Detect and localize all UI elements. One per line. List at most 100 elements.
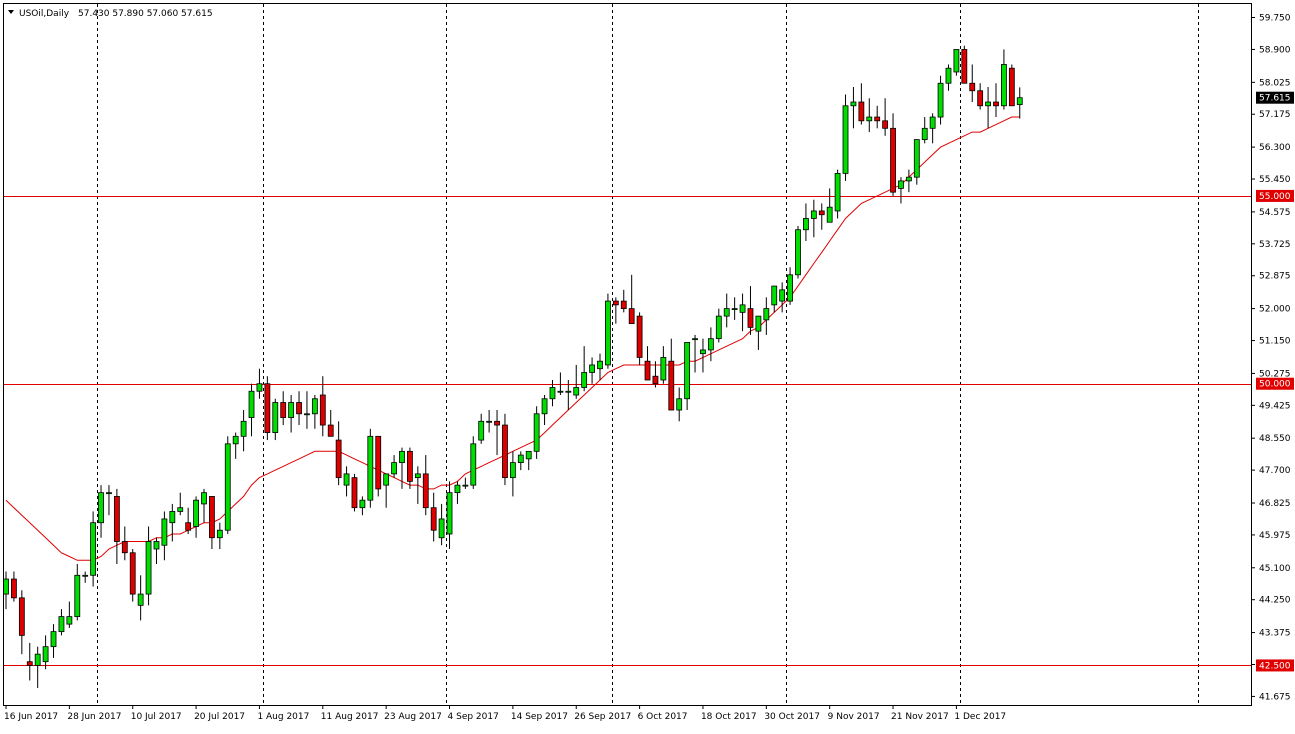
candle-bullish[interactable] <box>597 353 603 380</box>
candle-bullish[interactable] <box>557 372 564 395</box>
candle-bullish[interactable] <box>343 466 350 497</box>
candle-bearish[interactable] <box>26 642 33 681</box>
candle-bullish[interactable] <box>581 346 588 392</box>
candle-bullish[interactable] <box>739 293 746 332</box>
candle-bearish[interactable] <box>375 435 382 497</box>
candle-bearish[interactable] <box>668 338 675 411</box>
candle-bearish[interactable] <box>185 507 192 534</box>
candle-bearish[interactable] <box>969 64 976 103</box>
candle-bullish[interactable] <box>810 199 817 238</box>
candle-bullish[interactable] <box>201 488 207 523</box>
candle-bullish[interactable] <box>676 387 683 422</box>
candle-bullish[interactable] <box>660 346 667 384</box>
candle-bullish[interactable] <box>866 98 873 133</box>
candle-bullish[interactable] <box>731 297 738 320</box>
candle-bearish[interactable] <box>961 45 968 84</box>
candle-bullish[interactable] <box>795 225 801 279</box>
candle-bullish[interactable] <box>826 188 833 223</box>
candle-bullish[interactable] <box>605 293 611 369</box>
candle-bullish[interactable] <box>224 436 231 534</box>
candle-bearish[interactable] <box>209 496 215 549</box>
candle-bullish[interactable] <box>549 379 556 407</box>
candle-bullish[interactable] <box>486 410 493 433</box>
candle-bullish[interactable] <box>509 451 516 497</box>
candle-bullish[interactable] <box>462 477 469 489</box>
candle-bullish[interactable] <box>161 511 168 561</box>
candle-bullish[interactable] <box>755 315 762 350</box>
candle-bullish[interactable] <box>98 485 104 538</box>
candle-bearish[interactable] <box>18 590 25 655</box>
candle-bullish[interactable] <box>715 308 722 343</box>
candle-bullish[interactable] <box>771 285 778 313</box>
candle-bullish[interactable] <box>137 575 144 621</box>
candle-bullish[interactable] <box>359 496 366 516</box>
candle-bullish[interactable] <box>153 537 160 565</box>
candle-bearish[interactable] <box>335 421 342 486</box>
candle-bullish[interactable] <box>913 139 920 185</box>
candle-bullish[interactable] <box>779 282 786 313</box>
candle-bearish[interactable] <box>430 492 437 542</box>
candle-bullish[interactable] <box>921 117 928 144</box>
candle-bullish[interactable] <box>850 87 857 129</box>
candle-bullish[interactable] <box>565 379 572 411</box>
candle-bearish[interactable] <box>628 274 635 325</box>
candle-bearish[interactable] <box>644 346 651 381</box>
candle-bullish[interactable] <box>787 267 793 305</box>
candle-bullish[interactable] <box>905 169 912 193</box>
candle-bullish[interactable] <box>953 49 960 76</box>
candle-bullish[interactable] <box>945 64 952 91</box>
candle-bullish[interactable] <box>723 293 730 328</box>
candle-bullish[interactable] <box>58 609 65 636</box>
candle-bearish[interactable] <box>129 549 136 602</box>
candle-bearish[interactable] <box>280 391 287 426</box>
candle-bullish[interactable] <box>898 177 904 204</box>
candle-bullish[interactable] <box>589 357 595 384</box>
candle-bullish[interactable] <box>240 410 247 452</box>
candle-bullish[interactable] <box>304 391 310 429</box>
candle-bearish[interactable] <box>113 488 120 565</box>
candle-bullish[interactable] <box>541 395 548 426</box>
candle-bearish[interactable] <box>652 361 659 388</box>
candle-bullish[interactable] <box>470 436 477 489</box>
candle-bullish[interactable] <box>937 75 944 125</box>
candle-bullish[interactable] <box>707 327 714 362</box>
candle-bullish[interactable] <box>256 368 263 399</box>
candle-bullish[interactable] <box>446 481 453 549</box>
candle-bullish[interactable] <box>700 338 706 373</box>
candle-bullish[interactable] <box>169 503 176 542</box>
candle-bearish[interactable] <box>858 83 865 125</box>
candle-bullish[interactable] <box>985 87 991 129</box>
candle-bullish[interactable] <box>684 342 691 411</box>
candle-bearish[interactable] <box>422 455 429 516</box>
candle-bullish[interactable] <box>193 496 199 538</box>
candle-bullish[interactable] <box>311 395 318 429</box>
candle-bearish[interactable] <box>993 83 999 118</box>
candle-bullish[interactable] <box>391 455 397 478</box>
candle-bullish[interactable] <box>34 646 41 688</box>
candle-bearish[interactable] <box>977 83 984 110</box>
candle-bearish[interactable] <box>612 297 619 324</box>
candle-bullish[interactable] <box>438 503 445 546</box>
triangle-down-icon[interactable] <box>8 10 14 14</box>
candle-bullish[interactable] <box>145 526 152 606</box>
candle-bullish[interactable] <box>399 447 405 489</box>
candle-bullish[interactable] <box>74 564 81 621</box>
candle-bearish[interactable] <box>882 98 889 136</box>
candle-bearish[interactable] <box>620 289 627 313</box>
candle-bullish[interactable] <box>288 395 295 433</box>
candle-bullish[interactable] <box>50 624 57 658</box>
candle-bullish[interactable] <box>1016 87 1023 119</box>
candle-bullish[interactable] <box>367 428 374 508</box>
candle-bullish[interactable] <box>478 413 485 444</box>
candle-bearish[interactable] <box>319 376 326 437</box>
candle-bullish[interactable] <box>573 364 580 399</box>
candle-bullish[interactable] <box>232 432 239 459</box>
candle-bearish[interactable] <box>327 410 334 437</box>
candle-bullish[interactable] <box>66 601 73 628</box>
candle-bullish[interactable] <box>454 481 461 504</box>
candle-bullish[interactable] <box>533 406 540 459</box>
candle-bullish[interactable] <box>692 334 698 373</box>
candle-bearish[interactable] <box>747 286 754 335</box>
candle-bullish[interactable] <box>177 492 184 516</box>
